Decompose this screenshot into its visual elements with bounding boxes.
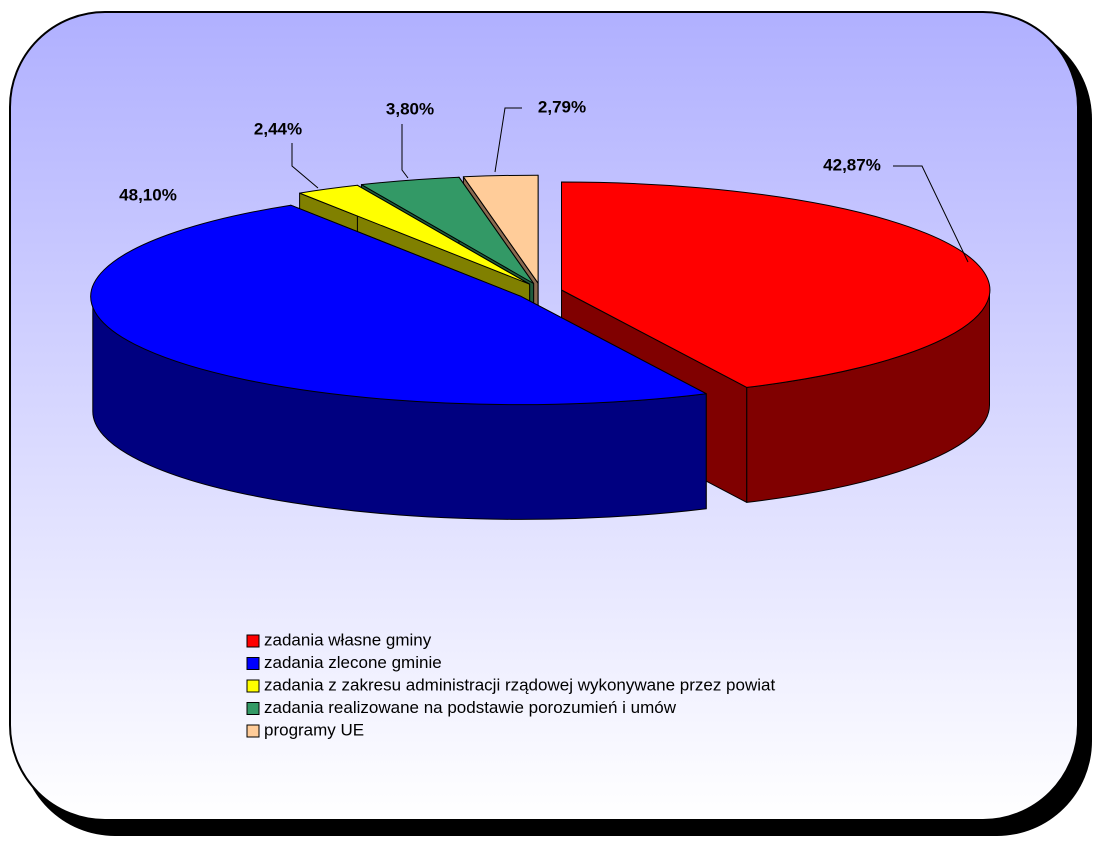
legend-label: zadania realizowane na podstawie porozum… (264, 698, 677, 717)
legend-label: zadania zlecone gminie (264, 653, 442, 672)
slice (462, 174, 539, 284)
slice (299, 184, 531, 285)
leader-line (401, 124, 409, 179)
data-label: 3,80% (386, 99, 434, 118)
data-label: 42,87% (823, 155, 881, 174)
data-label: 2,44% (254, 119, 302, 138)
legend-swatch (246, 679, 260, 693)
leader-line (893, 165, 969, 263)
legend-label: zadania własne gminy (264, 630, 432, 649)
slice (561, 181, 991, 388)
legend-label: zadania z zakresu administracji rządowej… (264, 675, 775, 694)
legend-swatch (246, 657, 260, 670)
slice (360, 176, 535, 284)
leader-line (494, 107, 522, 173)
data-label: 2,79% (538, 97, 586, 116)
slice (90, 204, 707, 406)
data-label: 48,10% (119, 185, 177, 204)
leader-line (291, 143, 319, 189)
legend-swatch (246, 724, 260, 738)
legend-swatch (246, 634, 260, 648)
legend-swatch (246, 702, 260, 715)
legend-label: programy UE (264, 720, 364, 739)
